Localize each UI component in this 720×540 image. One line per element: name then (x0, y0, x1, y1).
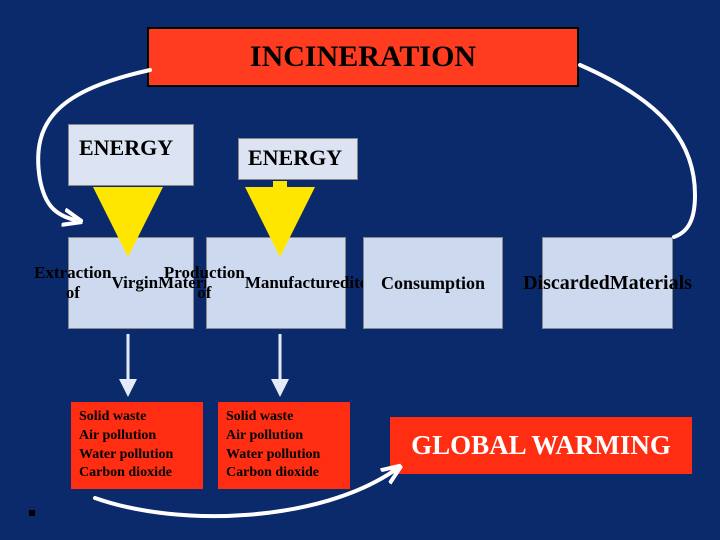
box-consumption: Consumption (363, 237, 503, 329)
energy-label-2: ENERGY (248, 145, 342, 171)
box-production: Production ofManufactureditems (206, 237, 346, 329)
box-discarded: DiscardedMaterials (542, 237, 673, 329)
global-warming-box: GLOBAL WARMING (390, 417, 692, 474)
title-box: INCINERATION (147, 27, 579, 87)
slide-bullet (29, 510, 35, 516)
title-text: INCINERATION (250, 40, 476, 74)
pollution-box-1: Solid wasteAir pollutionWater pollutionC… (71, 402, 203, 489)
global-warming-text: GLOBAL WARMING (411, 430, 671, 461)
pollution-box-2: Solid wasteAir pollutionWater pollutionC… (218, 402, 350, 489)
energy-label-1: ENERGY (79, 135, 173, 161)
scribble-right-loop (580, 65, 695, 237)
